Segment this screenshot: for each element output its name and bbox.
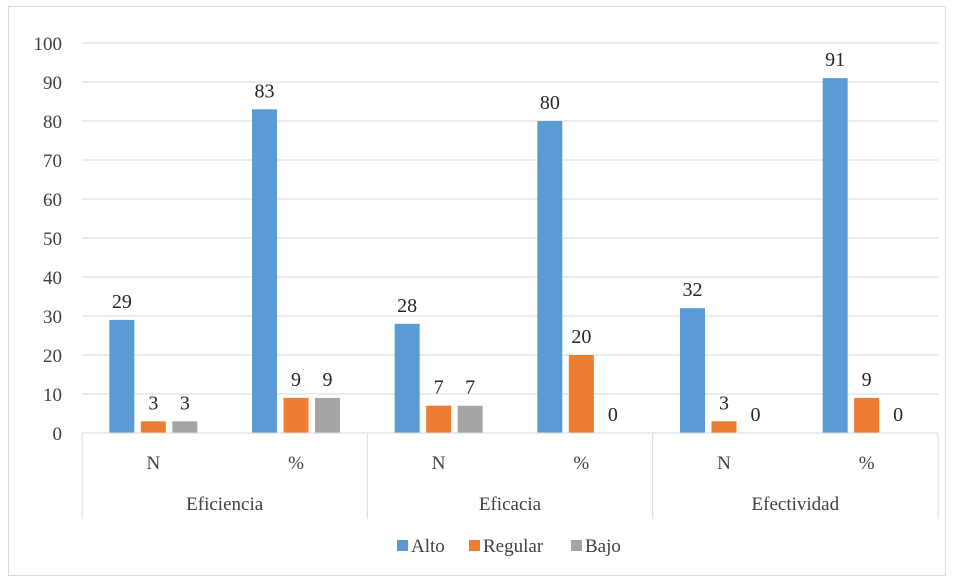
bar-regular <box>426 405 452 433</box>
gridlines <box>82 42 938 434</box>
y-tick-label: 40 <box>43 268 62 289</box>
x-category-label: % <box>859 453 875 474</box>
data-label: 7 <box>434 377 444 399</box>
y-tick-label: 10 <box>43 385 62 406</box>
data-label: 91 <box>825 49 845 71</box>
y-tick-label: 70 <box>43 151 62 172</box>
y-tick-label: 20 <box>43 346 62 367</box>
data-label: 0 <box>751 404 761 426</box>
bar-regular <box>854 397 880 433</box>
data-label: 0 <box>893 404 903 426</box>
x-category-label: N <box>432 453 446 474</box>
bars <box>109 78 880 434</box>
x-category-label: % <box>288 453 304 474</box>
bar-alto <box>822 78 848 433</box>
bar-bajo <box>457 405 483 433</box>
data-label: 3 <box>719 392 729 414</box>
data-label: 9 <box>291 369 301 391</box>
data-label: 20 <box>571 326 591 348</box>
y-tick-label: 80 <box>43 112 62 133</box>
legend: Alto Regular Bajo <box>397 536 621 557</box>
legend-swatch-regular <box>469 540 480 551</box>
bar-bajo <box>172 421 198 433</box>
chart-frame <box>8 6 946 576</box>
y-tick-label: 30 <box>43 307 62 328</box>
data-label: 80 <box>540 92 560 114</box>
legend-swatch-bajo <box>571 540 582 551</box>
x-axis: N% N% N % Eficiencia Eficacia Efectividad <box>81 432 939 519</box>
legend-swatch-alto <box>397 540 408 551</box>
bar-alto <box>394 323 420 433</box>
bar-regular <box>711 421 737 433</box>
bar-alto <box>252 109 277 434</box>
data-label: 3 <box>148 392 158 414</box>
data-label: 83 <box>255 80 275 102</box>
legend-label: Alto <box>411 536 445 557</box>
x-group-label: Efectividad <box>752 494 840 515</box>
x-category-label: N <box>717 453 731 474</box>
legend-label: Bajo <box>585 536 621 557</box>
data-label: 29 <box>112 291 132 313</box>
data-label: 9 <box>323 369 333 391</box>
data-label: 0 <box>608 404 618 426</box>
bar-alto <box>109 319 135 433</box>
x-group-label: Eficiencia <box>186 494 264 515</box>
bar-bajo <box>315 397 340 433</box>
y-tick-label: 100 <box>34 34 63 55</box>
x-category-label: N <box>146 453 160 474</box>
data-label: 28 <box>397 295 417 317</box>
data-label: 7 <box>465 377 475 399</box>
x-group-label: Eficacia <box>479 494 542 515</box>
y-tick-label: 60 <box>43 190 62 211</box>
x-category-label: % <box>573 453 589 474</box>
data-label: 9 <box>862 369 872 391</box>
data-label: 32 <box>683 279 703 301</box>
bar-alto <box>680 308 705 433</box>
y-axis-ticks: 0 10 20 30 40 50 60 70 80 90 100 <box>34 34 63 445</box>
y-tick-label: 0 <box>53 424 63 445</box>
bar-alto <box>537 121 563 433</box>
legend-label: Regular <box>483 536 544 557</box>
bar-regular <box>568 355 594 433</box>
data-label: 3 <box>180 392 190 414</box>
bar-regular <box>283 397 309 433</box>
y-tick-label: 90 <box>43 73 62 94</box>
y-tick-label: 50 <box>43 229 62 250</box>
bar-regular <box>140 421 166 433</box>
